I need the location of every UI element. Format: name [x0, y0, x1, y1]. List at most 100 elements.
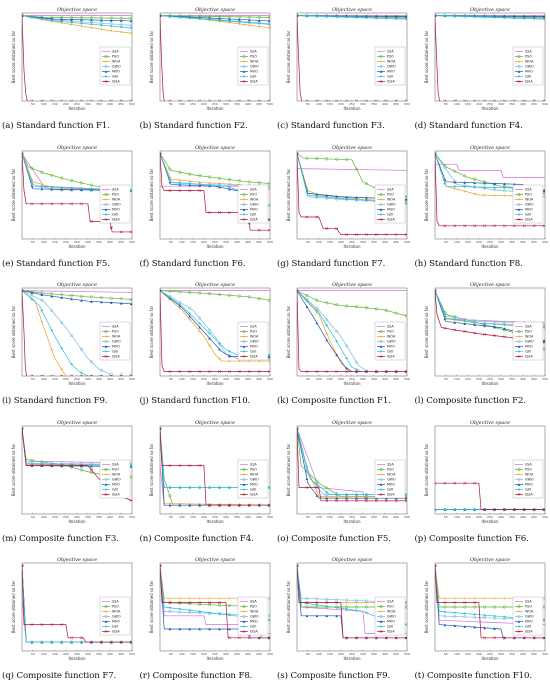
x-tick-label: 500: [267, 377, 273, 381]
legend-label-woa: WOA: [525, 472, 534, 476]
legend-label-pso: PSO: [525, 467, 532, 471]
x-tick-label: 50: [168, 240, 172, 244]
y-axis-label: Best score obtained so far: [11, 306, 16, 359]
legend-label-mvo: MVO: [112, 482, 120, 486]
x-tick-label: 500: [542, 652, 548, 656]
x-tick-label: 100: [178, 652, 184, 656]
legend-label-gwo: GWO: [250, 615, 259, 619]
x-axis-label: Iteration: [481, 519, 498, 524]
x-tick-label: 100: [316, 652, 322, 656]
legend-label-mvo: MVO: [250, 620, 258, 624]
x-axis-label: Iteration: [481, 106, 498, 111]
legend-label-pso: PSO: [525, 605, 532, 609]
x-tick-label: 150: [52, 377, 58, 381]
legend-label-issa: ISSA: [387, 630, 395, 634]
legend-label-issa: ISSA: [112, 217, 120, 221]
x-tick-label: 300: [223, 240, 229, 244]
x-axis-label: Iteration: [69, 381, 86, 386]
x-tick-label: 50: [443, 102, 447, 106]
x-tick-label: 450: [118, 652, 124, 656]
panel-title: Objective space: [57, 282, 97, 288]
panel-title: Objective space: [194, 145, 234, 151]
x-tick-label: 100: [41, 377, 47, 381]
x-tick-label: 400: [245, 652, 251, 656]
y-axis-label: Best score obtained so far: [286, 168, 291, 221]
legend-label-mvo: MVO: [525, 620, 533, 624]
legend-label-ssa: SSA: [112, 462, 119, 466]
legend-label-ssa: SSA: [112, 600, 119, 604]
panel-title: Objective space: [332, 557, 372, 563]
legend-label-gwo: GWO: [525, 202, 534, 206]
x-tick-label: 300: [223, 652, 229, 656]
panel-title: Objective space: [194, 557, 234, 563]
legend-label-gwo: GWO: [112, 202, 121, 206]
x-tick-label: 50: [306, 240, 310, 244]
x-tick-label: 400: [107, 377, 113, 381]
x-axis-label: Iteration: [69, 519, 86, 524]
y-axis-label: Best score obtained so far: [424, 581, 429, 634]
legend-label-woa: WOA: [387, 60, 396, 64]
x-tick-label: 350: [234, 377, 240, 381]
x-axis-label: Iteration: [344, 244, 361, 249]
x-tick-label: 400: [520, 652, 526, 656]
y-axis-label: Best score obtained so far: [11, 581, 16, 634]
x-tick-label: 400: [520, 102, 526, 106]
x-tick-label: 450: [393, 377, 399, 381]
x-tick-label: 150: [464, 652, 470, 656]
x-axis-label: Iteration: [206, 106, 223, 111]
x-tick-label: 350: [371, 102, 377, 106]
y-axis-label: Best score obtained so far: [11, 30, 16, 83]
x-tick-label: 350: [96, 240, 102, 244]
legend-label-issa: ISSA: [387, 217, 395, 221]
legend-label-gjo: GJO: [387, 625, 394, 629]
x-axis-label: Iteration: [344, 519, 361, 524]
x-tick-label: 450: [118, 377, 124, 381]
x-axis-label: Iteration: [206, 244, 223, 249]
x-tick-label: 100: [453, 377, 459, 381]
x-tick-label: 50: [443, 515, 447, 519]
legend-label-gjo: GJO: [250, 212, 257, 216]
legend-label-pso: PSO: [525, 55, 532, 59]
y-axis-label: Best score obtained so far: [149, 30, 154, 83]
x-tick-label: 450: [531, 377, 537, 381]
x-tick-label: 350: [96, 652, 102, 656]
x-tick-label: 400: [245, 102, 251, 106]
x-tick-label: 300: [360, 652, 366, 656]
legend-label-woa: WOA: [112, 610, 121, 614]
x-tick-label: 50: [31, 515, 35, 519]
x-tick-label: 500: [404, 377, 410, 381]
x-tick-label: 300: [360, 102, 366, 106]
x-tick-label: 350: [509, 377, 515, 381]
legend-label-issa: ISSA: [250, 492, 258, 496]
legend-label-issa: ISSA: [250, 630, 258, 634]
legend-label-pso: PSO: [112, 330, 119, 334]
panel-title: Objective space: [57, 420, 97, 426]
x-tick-label: 400: [107, 515, 113, 519]
panel-title: Objective space: [469, 145, 509, 151]
panel-caption: (m) Composite function F3.: [2, 534, 139, 544]
panel-caption: (i) Standard function F9.: [2, 396, 139, 406]
legend-label-gwo: GWO: [250, 340, 259, 344]
x-tick-label: 150: [327, 377, 333, 381]
x-tick-label: 500: [404, 652, 410, 656]
legend-label-gjo: GJO: [112, 487, 119, 491]
x-tick-label: 450: [531, 652, 537, 656]
legend-label-issa: ISSA: [250, 217, 258, 221]
legend-label-woa: WOA: [250, 335, 259, 339]
x-tick-label: 50: [31, 377, 35, 381]
panel-caption: (o) Composite function F5.: [277, 534, 414, 544]
legend-label-gjo: GJO: [525, 625, 532, 629]
